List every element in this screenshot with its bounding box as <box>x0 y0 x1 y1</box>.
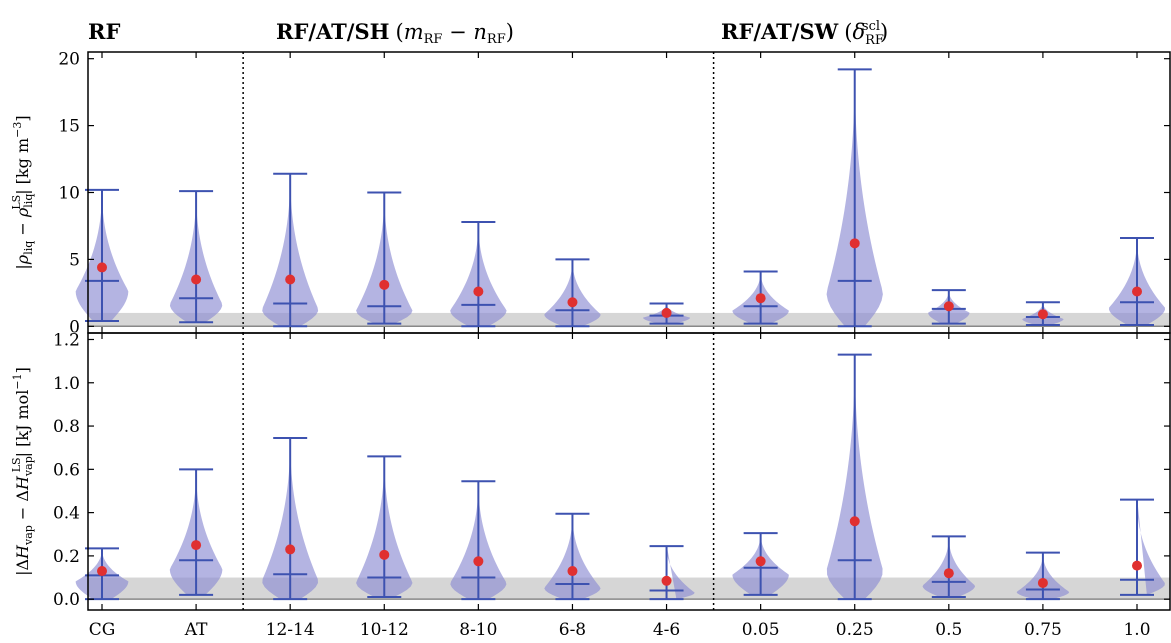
y-tick-label: 0.4 <box>53 504 80 524</box>
group-title-rf-at-sh: RF/AT/SH (mRF − nRF) <box>276 19 514 47</box>
violin-0.75 <box>1022 301 1064 326</box>
violin-body <box>1137 502 1165 595</box>
violin-0.5 <box>928 289 970 325</box>
violin-0.25 <box>826 353 883 601</box>
x-tick-label: 4-6 <box>653 620 680 640</box>
violin-body <box>667 547 695 600</box>
axes-frame <box>87 332 1171 611</box>
x-tick-label: AT <box>184 620 208 640</box>
y-tick-label: 5 <box>69 250 80 270</box>
violin-0.25 <box>826 68 883 328</box>
mean-point <box>97 262 107 273</box>
y-tick-label: 20 <box>58 50 80 70</box>
mean-point <box>1132 560 1142 571</box>
mean-point <box>285 274 296 285</box>
violin-6-8 <box>544 258 601 328</box>
mean-point <box>97 566 107 577</box>
violin-1.0 <box>1120 498 1165 596</box>
mean-point <box>473 286 484 297</box>
violin-AT <box>169 190 223 324</box>
mean-point <box>1037 577 1048 588</box>
violin-10-12 <box>356 455 413 599</box>
x-tick-label: 0.25 <box>836 620 874 640</box>
mean-point <box>1037 309 1048 320</box>
reference-band <box>88 312 1170 327</box>
mean-point <box>661 575 672 586</box>
y-tick-label: 1.2 <box>53 330 80 350</box>
y-tick-label: 1.0 <box>53 374 80 394</box>
y-tick-label: 15 <box>58 117 80 137</box>
violin-10-12 <box>356 191 413 325</box>
violin-0.05 <box>732 270 789 325</box>
mean-point <box>755 556 766 567</box>
x-tick-label: 8-10 <box>459 620 497 640</box>
violin-1.0 <box>1109 236 1165 326</box>
mean-point <box>567 566 578 577</box>
y-tick-label: 0.0 <box>53 590 80 610</box>
violin-AT <box>169 468 223 596</box>
mean-point <box>1132 286 1142 297</box>
mean-point <box>849 238 860 249</box>
mean-point <box>379 549 390 560</box>
y-tick-label: 10 <box>58 184 80 204</box>
mean-point <box>849 516 860 527</box>
axes-frame <box>87 51 1171 334</box>
top-panel: 0 5 10 15 20 |ρliq − ρliqLS| [kg m−3] <box>10 50 1171 337</box>
x-tick-label: 10-12 <box>360 620 409 640</box>
x-tick-label: 1.0 <box>1123 620 1150 640</box>
violin-4-6 <box>649 545 695 601</box>
y-axis-label: |ΔHvap − ΔHvapLS| [kJ mol−1] <box>10 367 35 576</box>
reference-band <box>88 577 1170 600</box>
violin-6-8 <box>544 512 601 601</box>
mean-point <box>473 556 484 567</box>
violin-0.05 <box>732 532 789 596</box>
bottom-panel: 0.0 0.2 0.4 0.6 0.8 1.0 1.2 |ΔHvap − ΔHvapLS| [… <box>10 330 1171 611</box>
mean-point <box>191 540 202 551</box>
mean-point <box>661 307 672 318</box>
violin-12-14 <box>262 172 319 328</box>
mean-point <box>755 293 766 304</box>
y-tick-label: 0.8 <box>53 417 80 437</box>
violin-CG <box>75 188 129 322</box>
x-tick-label: 0.05 <box>742 620 780 640</box>
violin-8-10 <box>450 480 507 601</box>
x-tick-labels: CG AT 12-14 10-12 8-10 6-8 4-6 0.05 0.25 0.5 0.75 1… <box>89 620 1151 640</box>
group-title-rf: RF <box>88 19 120 44</box>
mean-point <box>285 544 296 555</box>
x-tick-label: 6-8 <box>559 620 586 640</box>
y-tick-label: 0.6 <box>53 460 80 480</box>
y-tick-label: 0.2 <box>53 547 80 567</box>
violin-0.5 <box>922 535 976 599</box>
y-axis-label: |ρliq − ρliqLS| [kg m−3] <box>10 115 35 269</box>
x-tick-label: 0.5 <box>935 620 962 640</box>
violin-CG <box>75 547 129 601</box>
group-title-rf-at-sw: RF/AT/SW (δRFscl) <box>721 19 888 48</box>
violin-0.75 <box>1016 551 1070 601</box>
mean-point <box>567 297 578 308</box>
mean-point <box>191 274 202 285</box>
mean-point <box>379 279 390 290</box>
violin-8-10 <box>450 220 507 328</box>
violin-12-14 <box>262 436 318 601</box>
x-tick-label: 0.75 <box>1024 620 1062 640</box>
x-tick-label: CG <box>89 620 116 640</box>
mean-point <box>943 301 954 312</box>
x-tick-label: 12-14 <box>266 620 315 640</box>
y-tick-label: 0 <box>69 317 80 337</box>
violin-4-6 <box>643 302 691 325</box>
mean-point <box>943 568 954 579</box>
